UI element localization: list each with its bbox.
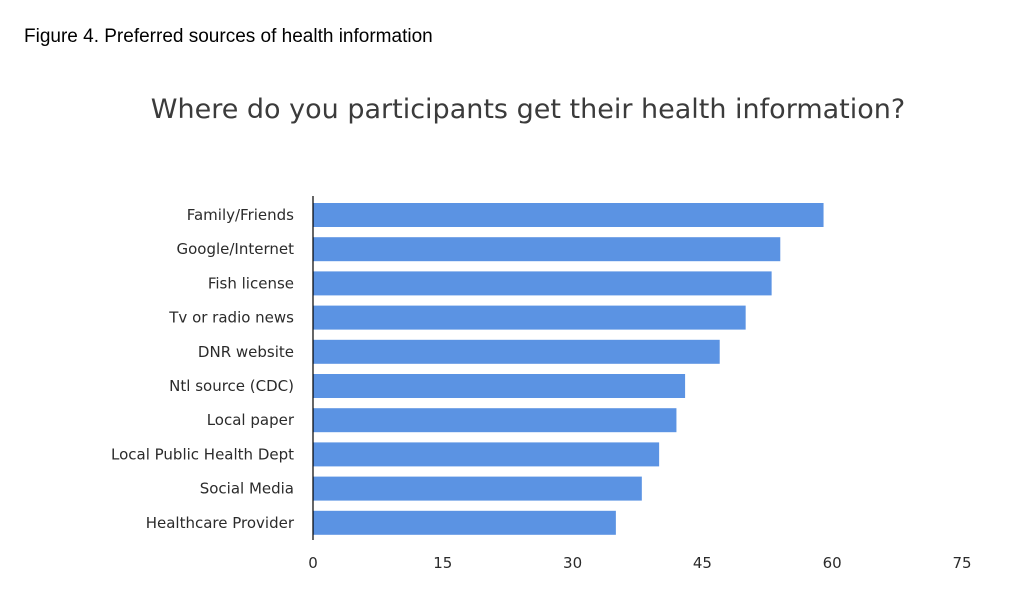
category-label: Healthcare Provider <box>146 514 295 532</box>
x-tick-label: 45 <box>693 554 712 572</box>
category-label: Fish license <box>208 274 294 292</box>
x-tick-label: 60 <box>823 554 842 572</box>
category-label: Tv or radio news <box>168 309 294 327</box>
bar-google-internet <box>313 237 781 262</box>
bar-local-paper <box>313 408 677 433</box>
x-tick-label: 75 <box>952 554 971 572</box>
category-labels: Family/Friends Google/Internet Fish licens… <box>111 206 295 532</box>
chart-title: Where do you participants get their heal… <box>151 94 905 125</box>
bar-fish-license <box>313 271 772 296</box>
category-label: Local paper <box>207 411 295 429</box>
category-label: DNR website <box>198 343 294 361</box>
category-label: Google/Internet <box>176 240 294 258</box>
bar-family-friends <box>313 203 824 227</box>
bars-group <box>313 203 824 535</box>
category-label: Local Public Health Dept <box>111 445 294 463</box>
bar-social-media <box>313 476 642 501</box>
x-tick-label: 15 <box>433 554 452 572</box>
bar-local-public-health-dept <box>313 442 660 467</box>
bar-healthcare-provider <box>313 510 616 535</box>
bar-tv-or-radio-news <box>313 305 746 330</box>
category-label: Social Media <box>200 480 294 498</box>
x-tick-labels: 0 15 30 45 60 75 <box>308 554 971 572</box>
x-tick-label: 0 <box>308 554 318 572</box>
category-label: Ntl source (CDC) <box>169 377 294 395</box>
x-tick-label: 30 <box>563 554 582 572</box>
figure-caption: Figure 4. Preferred sources of health in… <box>24 26 433 47</box>
bar-ntl-source-cdc <box>313 374 686 398</box>
category-label: Family/Friends <box>187 206 294 224</box>
bar-dnr-website <box>313 339 720 364</box>
